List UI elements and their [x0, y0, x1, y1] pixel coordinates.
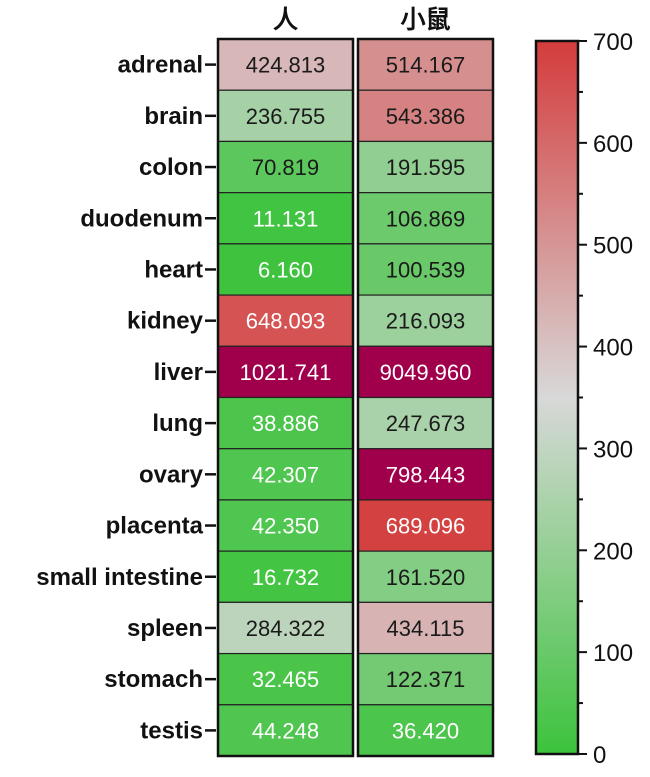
cell-value: 6.160	[258, 257, 313, 282]
heatmap-cell	[357, 704, 494, 757]
cell-value: 70.819	[252, 155, 319, 180]
cell-value: 42.350	[252, 514, 319, 539]
heatmap-cell	[357, 550, 494, 603]
heatmap-cell	[357, 294, 494, 347]
colorbar-tick-label: 0	[593, 742, 606, 769]
heatmap-cell	[217, 294, 354, 347]
cell-value: 42.307	[252, 462, 319, 487]
heatmap-cell	[217, 550, 354, 603]
cell-value: 9049.960	[380, 360, 472, 385]
cell-value: 32.465	[252, 667, 319, 692]
heatmap-cell	[217, 243, 354, 296]
row-label: small intestine	[36, 564, 203, 591]
cell-value: 247.673	[386, 411, 466, 436]
cell-value: 236.755	[246, 104, 326, 129]
cell-value: 514.167	[386, 53, 466, 78]
row-label: brain	[144, 103, 203, 130]
heatmap-cell	[357, 396, 494, 450]
cell-value: 689.096	[386, 514, 466, 539]
cell-value: 543.386	[386, 104, 466, 129]
cell-value: 100.539	[386, 257, 466, 282]
heatmap-cell	[217, 448, 354, 501]
column-label: 小鼠	[400, 5, 450, 34]
cell-value: 38.886	[252, 411, 319, 436]
colorbar-tick-label: 700	[593, 29, 633, 56]
heatmap-cell	[357, 38, 494, 91]
row-label: duodenum	[80, 205, 203, 232]
row-label: kidney	[127, 308, 204, 335]
cell-value: 11.131	[253, 206, 319, 231]
colorbar-tick-label: 500	[593, 233, 633, 260]
cell-value: 1021.741	[240, 360, 332, 385]
colorbar-tick-label: 100	[593, 640, 633, 667]
cell-value: 44.248	[252, 718, 319, 743]
row-label: stomach	[104, 666, 203, 693]
heatmap-cell	[217, 499, 354, 552]
heatmap-cell	[357, 345, 494, 399]
row-label: testis	[140, 717, 203, 744]
row-label: colon	[139, 154, 203, 181]
column-border	[216, 37, 355, 758]
heatmap-cell	[217, 704, 354, 757]
colorbar	[534, 39, 580, 756]
row-label: lung	[152, 410, 203, 437]
colorbar-tick-label: 300	[593, 436, 633, 463]
colorbar-tick-label: 400	[593, 335, 633, 362]
colorbar-tick-label: 200	[593, 538, 633, 565]
row-label: liver	[154, 359, 203, 386]
cell-value: 216.093	[386, 309, 466, 334]
cell-value: 106.869	[386, 206, 466, 231]
heatmap-cell	[217, 396, 354, 450]
row-label: ovary	[139, 461, 204, 488]
colorbar-tick-label: 600	[593, 131, 633, 158]
heatmap-cell	[357, 601, 494, 655]
cell-value: 434.115	[387, 616, 465, 641]
cell-value: 284.322	[246, 616, 326, 641]
cell-value: 424.813	[246, 53, 326, 78]
cell-value: 648.093	[246, 309, 326, 334]
cell-value: 161.520	[386, 565, 466, 590]
row-label: adrenal	[118, 52, 203, 79]
heatmap-cell	[217, 652, 354, 706]
heatmap-cell	[217, 345, 354, 399]
heatmap-cell	[357, 652, 494, 706]
cell-value: 798.443	[386, 462, 466, 487]
row-label: spleen	[127, 615, 203, 642]
row-label: heart	[144, 256, 203, 283]
cell-value: 191.595	[386, 155, 466, 180]
cell-value: 122.371	[386, 667, 466, 692]
column-border	[356, 37, 495, 758]
column-label: 人	[273, 5, 298, 34]
cell-value: 16.732	[252, 565, 319, 590]
row-label: placenta	[106, 513, 204, 540]
heatmap-cell	[357, 448, 494, 501]
cell-value: 36.420	[392, 718, 459, 743]
